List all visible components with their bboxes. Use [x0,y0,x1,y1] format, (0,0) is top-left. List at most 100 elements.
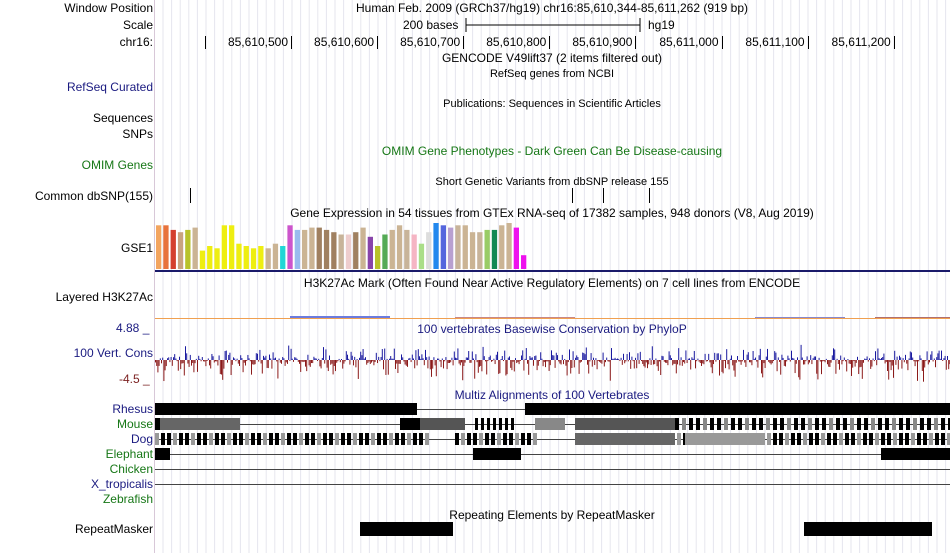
multiz-aligned-block [759,418,763,430]
phylop-score-bar [215,360,216,362]
phylop-score-bar [327,360,329,372]
ruler-tick-label: 85,611,100 [745,35,805,49]
phylop-score-bar [546,360,548,362]
phylop-score-bar [746,354,748,360]
snps-track-label[interactable]: SNPs [122,127,153,141]
phylop-score-bar [930,354,932,360]
phylop-score-bar [285,360,287,363]
phylop-score-bar [447,360,449,364]
phylop-score-bar [661,355,663,360]
phylop-score-bar [449,360,450,363]
multiz-species-rhesus[interactable]: Rhesus [112,402,153,416]
phylop-score-bar [908,358,910,360]
ruler-tick-mark [377,36,379,49]
gtex-tissue-bar [426,232,432,269]
multiz-alignment-rows[interactable] [155,402,950,492]
phylop-score-bar [719,360,720,376]
phylop-score-bar [199,358,201,360]
gtex-track-title: Gene Expression in 54 tissues from GTEx … [290,206,814,220]
phylop-score-bar [855,360,857,363]
gtex-tissue-bar [375,246,381,269]
phylop-score-bar [594,360,596,366]
phylop-score-bar [431,360,432,377]
phylop-score-bar [314,358,316,360]
refseq-track-label[interactable]: RefSeq Curated [66,80,153,94]
phylop-score-bar [619,360,621,362]
multiz-aligned-block [833,433,837,445]
phylop-score-bar [333,360,335,367]
phylop-score-bar [312,360,314,364]
phylop-score-bar [860,360,862,367]
gtex-tissue-bar [418,243,425,269]
gtex-expression-bars[interactable] [155,220,950,273]
phylop-score-bar [207,358,209,360]
h3k27ac-track-label[interactable]: Layered H3K27Ac [55,290,153,304]
multiz-aligned-block [934,418,938,430]
phylop-score-bar [943,358,945,360]
phylop-track-label[interactable]: 100 Vert. Cons [73,346,153,360]
phylop-score-bar [895,360,897,365]
phylop-score-bar [731,355,732,360]
h3k27ac-signal[interactable] [155,312,950,320]
phylop-score-bar [611,348,612,360]
multiz-aligned-block [780,418,784,430]
publications-track-label[interactable]: Sequences [92,111,153,125]
multiz-row-baseline [155,439,950,440]
multiz-aligned-block [752,418,756,430]
phylop-score-bar [717,353,719,360]
multiz-species-zebrafish[interactable]: Zebrafish [102,492,153,506]
dbsnp-variants[interactable] [155,187,950,204]
gencode-track-title[interactable]: GENCODE V49lift37 (2 items filtered out) [441,51,663,65]
multiz-species-elephant[interactable]: Elephant [105,447,153,461]
phylop-score-bar [695,360,696,369]
phylop-score-bar [691,357,693,360]
phylop-score-bar [337,360,339,362]
phylop-score-bar [421,354,423,360]
multiz-aligned-block [767,433,771,445]
ruler-tick-label: 85,610,800 [486,35,547,49]
phylop-score-bar [497,351,498,360]
repeatmasker-track-label[interactable]: RepeatMasker [74,522,153,536]
phylop-score-bar [678,348,680,360]
phylop-score-bar [618,358,620,360]
multiz-aligned-block [400,418,420,430]
phylop-score-bar [487,360,489,362]
phylop-score-bar [427,360,429,369]
phylop-score-bar [818,357,820,360]
phylop-score-bar [633,360,635,369]
phylop-score-bar [307,354,309,360]
phylop-score-bar [881,357,882,360]
phylop-score-bar [883,353,885,360]
multiz-species-chicken[interactable]: Chicken [109,462,153,476]
phylop-score-bar [639,351,641,360]
phylop-score-bar [561,354,563,360]
phylop-score-bar [513,360,515,372]
phylop-score-bar [360,351,362,360]
multiz-species-x-tropicalis[interactable]: X_tropicalis [90,477,153,491]
phylop-score-bar [516,360,518,364]
phylop-score-bar [657,360,659,371]
phylop-score-bar [331,360,333,364]
multiz-aligned-block [215,433,219,445]
phylop-score-bar [647,360,648,369]
multiz-aligned-block [160,418,240,430]
phylop-score-bar [354,356,356,360]
omim-track-label[interactable]: OMIM Genes [81,158,153,172]
multiz-aligned-block [503,433,507,445]
multiz-species-mouse[interactable]: Mouse [116,417,153,431]
phylop-score-bar [193,360,195,373]
repeatmasker-elements[interactable] [155,520,950,538]
phylop-score-bar [273,358,275,360]
phylop-score-bar [630,360,632,369]
phylop-score-bar [589,360,591,362]
phylop-score-bar [763,360,765,364]
gtex-track-label[interactable]: GSE1 [120,241,153,255]
phylop-score-bar [937,353,939,360]
phylop-score-bar [246,360,248,362]
multiz-aligned-block [887,433,891,445]
multiz-species-dog[interactable]: Dog [130,432,153,446]
multiz-aligned-block [533,433,537,445]
dbsnp-track-label[interactable]: Common dbSNP(155) [34,189,153,203]
phylop-conservation-plot[interactable] [155,336,950,388]
gtex-tissue-bar [185,229,191,269]
